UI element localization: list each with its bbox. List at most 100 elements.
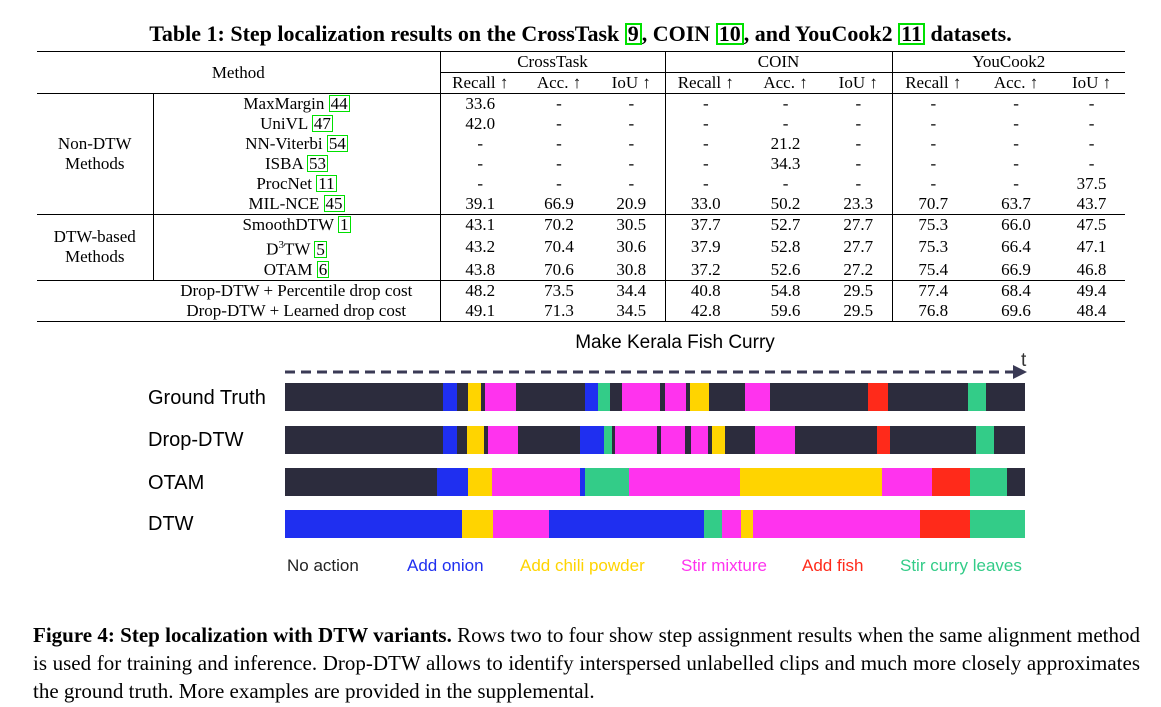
method-name-text: TW	[283, 239, 315, 259]
table-cell: 69.6	[974, 300, 1059, 322]
table-row-ours: Drop-DTW + Percentile drop cost 48.2 73.5 3…	[37, 279, 1126, 301]
citation-link[interactable]: 11	[316, 174, 337, 193]
method-name: ISBA 53	[153, 154, 440, 174]
table-cell: 33.0	[664, 194, 747, 215]
table-cell: 77.4	[891, 279, 975, 301]
legend: No action Add onion Add chili powder Sti…	[287, 556, 1047, 580]
caption-text: , COIN	[641, 21, 716, 46]
segment-no-action	[285, 468, 437, 496]
segment-leaves	[969, 468, 1007, 496]
citation-link[interactable]: 10	[715, 23, 744, 45]
table-cell: 52.6	[770, 259, 801, 279]
segment-no-action	[794, 426, 877, 454]
segment-leaves	[603, 426, 612, 454]
segment-stir	[690, 426, 708, 454]
segment-chili	[711, 426, 725, 454]
table-cell: 29.5	[825, 300, 893, 322]
table-cell: 30.6	[616, 237, 647, 257]
table-cell: -	[891, 93, 975, 114]
method-name-superscript: 3	[278, 239, 284, 251]
segment-chili	[468, 383, 481, 411]
segmentation-bar-dtw	[285, 510, 1025, 538]
table-cell: -	[664, 134, 747, 154]
segment-chili	[689, 383, 709, 411]
table-cell: 34.4	[598, 279, 666, 301]
citation-link[interactable]: 53	[307, 154, 329, 173]
table-cell: 21.2	[770, 134, 801, 153]
table-cell: 43.1	[439, 214, 521, 235]
group-label-line: Non-DTW	[57, 134, 132, 153]
table-cell: 49.1	[439, 300, 521, 322]
table-cell: 68.4	[974, 279, 1059, 301]
segment-onion	[584, 383, 598, 411]
segment-chili	[467, 468, 492, 496]
table-cell: 66.4	[1001, 237, 1031, 257]
table-header-row: Recall ↑ Acc. ↑ IoU ↑ Recall ↑ Acc. ↑ IoU ↑ Re…	[37, 72, 1126, 94]
table-cell: -	[891, 114, 975, 134]
table-cell: -	[439, 154, 521, 174]
table-cell: 27.7	[825, 214, 893, 235]
table-cell: 33.6	[439, 93, 521, 114]
segment-no-action	[483, 426, 488, 454]
citation-link[interactable]: 5	[314, 239, 327, 259]
segment-leaves	[969, 510, 1025, 538]
table-cell: -	[556, 174, 562, 193]
citation-link[interactable]: 45	[323, 194, 345, 213]
table-cell: -	[891, 154, 975, 174]
method-name: MIL-NCE 45	[153, 194, 440, 215]
table-row: UniVL 47 42.0- - - - - - - -	[37, 114, 1125, 134]
segment-no-action	[887, 383, 968, 411]
segment-fish	[919, 510, 970, 538]
table-cell: 49.4	[1058, 279, 1126, 301]
citation-link[interactable]: 11	[898, 23, 925, 45]
method-name: ProcNet 11	[153, 174, 440, 194]
segment-fish	[876, 426, 890, 454]
segment-stir	[492, 510, 549, 538]
caption-text: datasets.	[924, 21, 1012, 46]
table-cell: 39.1	[439, 194, 521, 215]
table-cell: -	[628, 154, 635, 173]
table-cell: -	[664, 174, 747, 194]
row-label-ground-truth: Ground Truth	[148, 387, 266, 409]
results-table: Method CrossTask COIN YouCook2 Recall ↑ Acc. …	[37, 51, 1126, 322]
header-metric: Recall ↑	[439, 72, 521, 94]
table-cell: -	[855, 114, 862, 133]
table-cell: -	[1088, 134, 1095, 153]
table-cell: -	[1088, 114, 1095, 133]
table-cell: -	[664, 114, 747, 134]
table-cell: 52.8	[770, 237, 801, 257]
table-cell: -	[520, 93, 599, 114]
citation-link[interactable]: 54	[326, 134, 348, 153]
table-cell: 75.4	[891, 259, 975, 281]
segment-stir	[660, 426, 685, 454]
segment-leaves	[975, 426, 994, 454]
header-metric: Recall ↑	[664, 72, 747, 94]
table-cell: 37.5	[1076, 174, 1107, 193]
segment-onion	[579, 468, 585, 496]
segment-no-action	[480, 383, 485, 411]
table-cell: 70.4	[544, 237, 574, 257]
table-cell: 20.9	[616, 194, 647, 213]
table-cell: 34.3	[770, 154, 801, 173]
table-cell: -	[628, 114, 635, 133]
table-cell: 37.7	[664, 214, 747, 235]
citation-link[interactable]: 6	[316, 259, 330, 279]
citation-link[interactable]: 44	[328, 94, 350, 113]
segment-chili	[466, 426, 484, 454]
segment-onion	[443, 383, 457, 411]
citation-link[interactable]: 47	[311, 114, 333, 133]
table-cell: 75.3	[891, 214, 975, 235]
table-cell: 23.3	[843, 194, 874, 213]
method-name-text: MIL-NCE	[248, 194, 324, 213]
figure-caption-body: Rows two to four show step assignment re…	[33, 623, 1140, 703]
figure-caption-head: Figure 4: Step localization with DTW var…	[33, 623, 452, 647]
table-cell: 43.7	[1076, 194, 1107, 213]
time-axis-arrow: t	[285, 352, 1027, 379]
table-cell: -	[891, 134, 975, 154]
segment-no-action	[457, 426, 467, 454]
table-cell: 70.2	[520, 214, 599, 235]
method-name-text: NN-Viterbi	[245, 134, 327, 153]
citation-link[interactable]: 9	[624, 23, 642, 45]
segment-stir	[621, 383, 660, 411]
citation-link[interactable]: 1	[338, 215, 351, 234]
